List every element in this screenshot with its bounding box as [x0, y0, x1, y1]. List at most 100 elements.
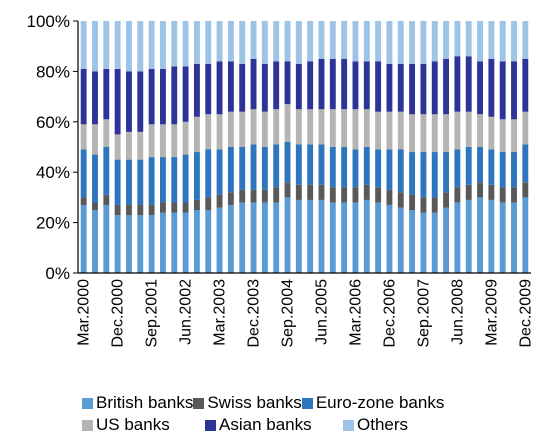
- legend-item-euro-zone-banks: Euro-zone banks: [302, 393, 445, 413]
- bar-segment-asian-banks-jun-2002: [183, 66, 189, 121]
- legend-label-others: Others: [357, 415, 408, 435]
- bar-segment-euro-zone-banks-jun-2003: [228, 147, 234, 192]
- bar-segment-swiss-banks-sep-2001: [149, 205, 155, 215]
- bar-segment-swiss-banks-mar-2008: [443, 192, 449, 207]
- bar-segment-us-banks-dec-2002: [205, 114, 211, 149]
- bar-segment-swiss-banks-jun-2006: [364, 185, 370, 200]
- bar-segment-us-banks-jun-2006: [364, 109, 370, 147]
- bar-segment-british-banks-mar-2006: [353, 202, 359, 273]
- bar-segment-us-banks-sep-2006: [375, 112, 381, 150]
- bar-segment-others-jun-2007: [409, 21, 415, 64]
- bar-segment-british-banks-dec-2001: [160, 213, 166, 273]
- bar-segment-swiss-banks-sep-2005: [330, 187, 336, 202]
- bar-segment-swiss-banks-sep-2002: [194, 200, 200, 210]
- bar-segment-euro-zone-banks-jun-2007: [409, 152, 415, 195]
- bar-segment-british-banks-dec-2009: [522, 197, 528, 273]
- bar-segment-euro-zone-banks-jun-2005: [319, 144, 325, 184]
- bar-segment-euro-zone-banks-dec-2009: [522, 144, 528, 182]
- bar-segment-others-sep-2000: [103, 21, 109, 69]
- bar-segment-us-banks-sep-2007: [420, 114, 426, 152]
- bar-segment-asian-banks-dec-2006: [386, 64, 392, 112]
- bar-segment-asian-banks-sep-2004: [285, 61, 291, 104]
- bar-segment-us-banks-jun-2008: [454, 112, 460, 150]
- bar-segment-us-banks-mar-2006: [353, 109, 359, 149]
- x-tick-label: Dec.2003: [246, 279, 263, 348]
- bar-segment-others-dec-2003: [251, 21, 257, 59]
- bar-segment-euro-zone-banks-dec-2001: [160, 157, 166, 202]
- bar-segment-others-dec-2006: [386, 21, 392, 64]
- bar-segment-asian-banks-sep-2001: [149, 69, 155, 124]
- bar-segment-british-banks-dec-2008: [477, 197, 483, 273]
- bar-segment-swiss-banks-jun-2000: [92, 202, 98, 210]
- bar-segment-asian-banks-dec-2005: [341, 59, 347, 109]
- bar-segment-euro-zone-banks-dec-2008: [477, 147, 483, 182]
- bar-segment-swiss-banks-dec-2006: [386, 190, 392, 205]
- bar-segment-british-banks-mar-2009: [488, 200, 494, 273]
- bar-segment-us-banks-dec-2001: [160, 124, 166, 157]
- bar-segment-euro-zone-banks-mar-2007: [398, 150, 404, 193]
- bar-segment-british-banks-mar-2007: [398, 207, 404, 273]
- bar-segment-us-banks-dec-2003: [251, 109, 257, 144]
- bar-segment-asian-banks-sep-2003: [239, 64, 245, 112]
- bar-segment-euro-zone-banks-dec-2002: [205, 150, 211, 198]
- bar-segment-asian-banks-mar-2000: [81, 69, 87, 124]
- bar-segment-british-banks-jun-2006: [364, 200, 370, 273]
- bar-segment-euro-zone-banks-sep-2008: [466, 147, 472, 185]
- bar-segment-swiss-banks-mar-2005: [307, 185, 313, 200]
- bar-segment-british-banks-jun-2003: [228, 205, 234, 273]
- x-tick-label: Mar.2003: [212, 279, 229, 346]
- bar-segment-us-banks-mar-2002: [171, 124, 177, 157]
- bar-segment-british-banks-jun-2004: [273, 202, 279, 273]
- bar-segment-swiss-banks-mar-2004: [262, 190, 268, 203]
- bar-segment-british-banks-sep-2007: [420, 213, 426, 273]
- bar-segment-euro-zone-banks-dec-2005: [341, 147, 347, 187]
- bar-segment-asian-banks-mar-2001: [126, 71, 132, 131]
- bar-segment-euro-zone-banks-dec-2007: [432, 152, 438, 197]
- bar-segment-us-banks-dec-2005: [341, 109, 347, 147]
- x-tick-label: Mar.2006: [347, 279, 364, 346]
- bar-segment-others-mar-2002: [171, 21, 177, 66]
- bar-segment-british-banks-dec-2007: [432, 213, 438, 273]
- bar-segment-asian-banks-dec-2009: [522, 59, 528, 112]
- bar-segment-british-banks-mar-2005: [307, 200, 313, 273]
- bar-segment-swiss-banks-sep-2003: [239, 190, 245, 203]
- bar-segment-others-mar-2001: [126, 21, 132, 71]
- bar-segment-others-mar-2005: [307, 21, 313, 61]
- bar-segment-asian-banks-dec-2000: [115, 69, 121, 135]
- bar-segment-euro-zone-banks-jun-2008: [454, 150, 460, 188]
- bar-segment-us-banks-jun-2002: [183, 122, 189, 155]
- bar-segment-others-sep-2003: [239, 21, 245, 64]
- bar-segment-us-banks-mar-2009: [488, 117, 494, 150]
- bar-segment-swiss-banks-dec-2002: [205, 197, 211, 210]
- bar-segment-asian-banks-mar-2004: [262, 64, 268, 112]
- bar-segment-asian-banks-sep-2005: [330, 59, 336, 109]
- bar-segment-euro-zone-banks-sep-2004: [285, 142, 291, 182]
- bar-segment-others-mar-2003: [217, 21, 223, 61]
- legend-item-us-banks: US banks: [82, 415, 205, 435]
- bar-segment-swiss-banks-sep-2009: [511, 187, 517, 202]
- bar-segment-euro-zone-banks-jun-2000: [92, 155, 98, 203]
- bar-segment-others-dec-2000: [115, 21, 121, 69]
- bar-segment-asian-banks-sep-2009: [511, 61, 517, 119]
- bar-segment-swiss-banks-mar-2002: [171, 202, 177, 212]
- bar-segment-others-dec-2001: [160, 21, 166, 69]
- legend-item-others: Others: [343, 415, 408, 435]
- bar-segment-swiss-banks-mar-2007: [398, 192, 404, 207]
- bar-segment-us-banks-dec-2009: [522, 112, 528, 145]
- bar-segment-others-sep-2004: [285, 21, 291, 61]
- y-tick-label: 0%: [45, 264, 70, 283]
- bar-segment-us-banks-dec-2007: [432, 114, 438, 152]
- bar-segment-swiss-banks-mar-2001: [126, 205, 132, 215]
- legend-swatch-swiss-banks: [193, 398, 204, 409]
- bar-segment-swiss-banks-sep-2008: [466, 185, 472, 200]
- bar-segment-us-banks-sep-2001: [149, 124, 155, 157]
- bar-segment-swiss-banks-mar-2000: [81, 197, 87, 205]
- bar-segment-asian-banks-mar-2007: [398, 64, 404, 112]
- legend-swatch-asian-banks: [205, 420, 216, 431]
- bar-segment-others-mar-2009: [488, 21, 494, 59]
- bar-segment-swiss-banks-jun-2003: [228, 192, 234, 205]
- bar-segment-asian-banks-dec-2001: [160, 69, 166, 124]
- bar-segment-british-banks-jun-2002: [183, 213, 189, 273]
- bar-segment-swiss-banks-jun-2005: [319, 185, 325, 200]
